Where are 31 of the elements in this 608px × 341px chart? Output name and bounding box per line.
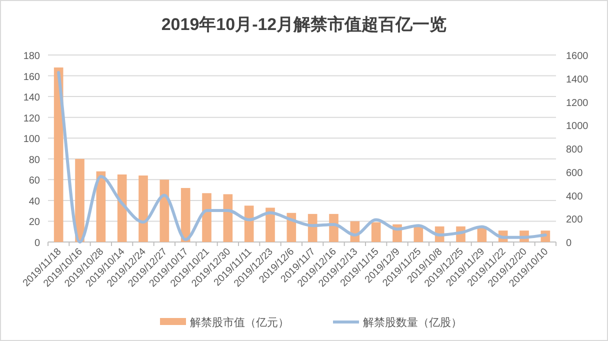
- title: 2019年10月-12月解禁市值超百亿一览: [161, 15, 447, 34]
- y-tick-label: 60: [28, 176, 40, 187]
- bar: [138, 176, 148, 242]
- y-tick-label: 20: [28, 217, 40, 228]
- y-tick-label: 0: [34, 238, 40, 249]
- y2-tick-label: 1600: [566, 51, 589, 62]
- y2-tick-label: 600: [566, 168, 584, 179]
- bar: [117, 174, 127, 242]
- legend-label: 解禁股市值（亿元）: [190, 316, 289, 329]
- y-tick-label: 180: [23, 51, 40, 62]
- y-tick-label: 120: [23, 113, 40, 124]
- y-tick-label: 80: [28, 154, 40, 166]
- bar: [266, 208, 275, 242]
- y2-tick-label: 800: [566, 144, 584, 156]
- bar: [371, 222, 381, 242]
- bar: [160, 180, 170, 242]
- bar: [96, 171, 106, 242]
- y-tick-label: 40: [28, 196, 40, 208]
- y2-tick-label: 0: [566, 238, 572, 249]
- y2-tick-label: 400: [566, 191, 584, 202]
- y-tick-label: 140: [23, 92, 40, 104]
- y2-tick-label: 200: [566, 214, 584, 226]
- y2-tick-label: 1200: [566, 98, 589, 109]
- y2-tick-label: 1000: [566, 121, 589, 132]
- y-tick-label: 160: [23, 72, 40, 83]
- bar: [223, 194, 233, 242]
- legend-label: 解禁股数量（亿股）: [363, 316, 462, 329]
- y-tick-label: 100: [23, 134, 40, 146]
- y2-tick-label: 1400: [566, 74, 589, 86]
- bar: [75, 158, 84, 242]
- bar: [202, 193, 212, 242]
